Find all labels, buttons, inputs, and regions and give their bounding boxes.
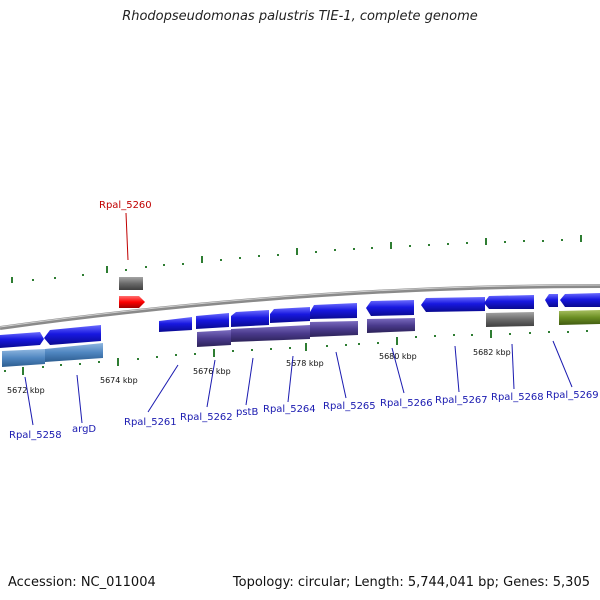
gene-rpal-5269-a[interactable] xyxy=(545,294,558,307)
gene-label-rpal-5260[interactable]: Rpal_5260 xyxy=(99,200,152,211)
gene-rpal-5267[interactable] xyxy=(421,297,485,312)
gene-rpal-5264[interactable] xyxy=(270,307,310,323)
gene-label-rpal-5268[interactable]: Rpal_5268 xyxy=(491,392,544,403)
gene-label-rpal-5265[interactable]: Rpal_5265 xyxy=(323,401,376,412)
gene-rpal-5262[interactable] xyxy=(196,313,229,329)
gene-pstb[interactable] xyxy=(231,310,269,327)
product-bar-rpal-5266 xyxy=(367,318,415,333)
scale-label: 5678 kbp xyxy=(286,359,324,368)
gene-label-rpal-5258[interactable]: Rpal_5258 xyxy=(9,430,62,441)
gene-rpal-5258[interactable] xyxy=(0,332,44,348)
scale-label: 5674 kbp xyxy=(100,376,138,385)
gene-label-rpal-5266[interactable]: Rpal_5266 xyxy=(380,398,433,409)
scale-labels: 5672 kbp 5674 kbp 5676 kbp 5678 kbp 5680… xyxy=(7,348,511,395)
product-bar-rpal-5262 xyxy=(197,330,231,347)
genome-summary-text: Topology: circular; Length: 5,744,041 bp… xyxy=(232,575,590,590)
scale-label: 5672 kbp xyxy=(7,386,45,395)
gene-argd[interactable] xyxy=(44,325,101,345)
gene-label-rpal-5269[interactable]: Rpal_5269 xyxy=(546,390,599,401)
product-bar-rpal-5265 xyxy=(310,321,358,337)
gene-label-rpal-5267[interactable]: Rpal_5267 xyxy=(435,395,488,406)
gene-label-rpal-5261[interactable]: Rpal_5261 xyxy=(124,417,177,428)
gene-rpal-5266[interactable] xyxy=(366,300,414,316)
gene-product-track xyxy=(2,310,600,367)
product-bar-argd xyxy=(45,343,103,362)
map-title: Rhodopseudomonas palustris TIE-1, comple… xyxy=(122,9,478,24)
gene-label-rpal-5262[interactable]: Rpal_5262 xyxy=(180,412,233,423)
gene-rpal-5265[interactable] xyxy=(310,303,357,319)
scale-label: 5680 kbp xyxy=(379,352,417,361)
gene-label-argd[interactable]: argD xyxy=(72,424,96,435)
genome-backbone xyxy=(0,284,600,330)
gene-label-rpal-5264[interactable]: Rpal_5264 xyxy=(263,404,316,415)
gene-label-pstb[interactable]: pstB xyxy=(236,407,258,418)
gene-labels: Rpal_5258 argD Rpal_5261 Rpal_5262 pstB … xyxy=(9,200,599,441)
gene-rpal-5261[interactable] xyxy=(159,317,192,332)
product-bar-rpal-5268 xyxy=(486,312,534,327)
lower-tick-row xyxy=(4,330,588,375)
product-bar-rpal-5269 xyxy=(559,310,600,325)
scale-label: 5682 kbp xyxy=(473,348,511,357)
label-leaders xyxy=(24,212,573,426)
gene-rpal-5269-b[interactable] xyxy=(560,293,600,307)
gene-rpal-5260[interactable] xyxy=(119,277,145,308)
product-bar-pstb xyxy=(231,325,310,342)
cds-forward-track xyxy=(0,293,600,348)
accession-text: Accession: NC_011004 xyxy=(8,575,156,590)
scale-label: 5676 kbp xyxy=(193,367,231,376)
upper-tick-row xyxy=(11,235,582,283)
gene-rpal-5268[interactable] xyxy=(484,295,534,309)
product-bar-rpal-5258 xyxy=(2,349,45,367)
